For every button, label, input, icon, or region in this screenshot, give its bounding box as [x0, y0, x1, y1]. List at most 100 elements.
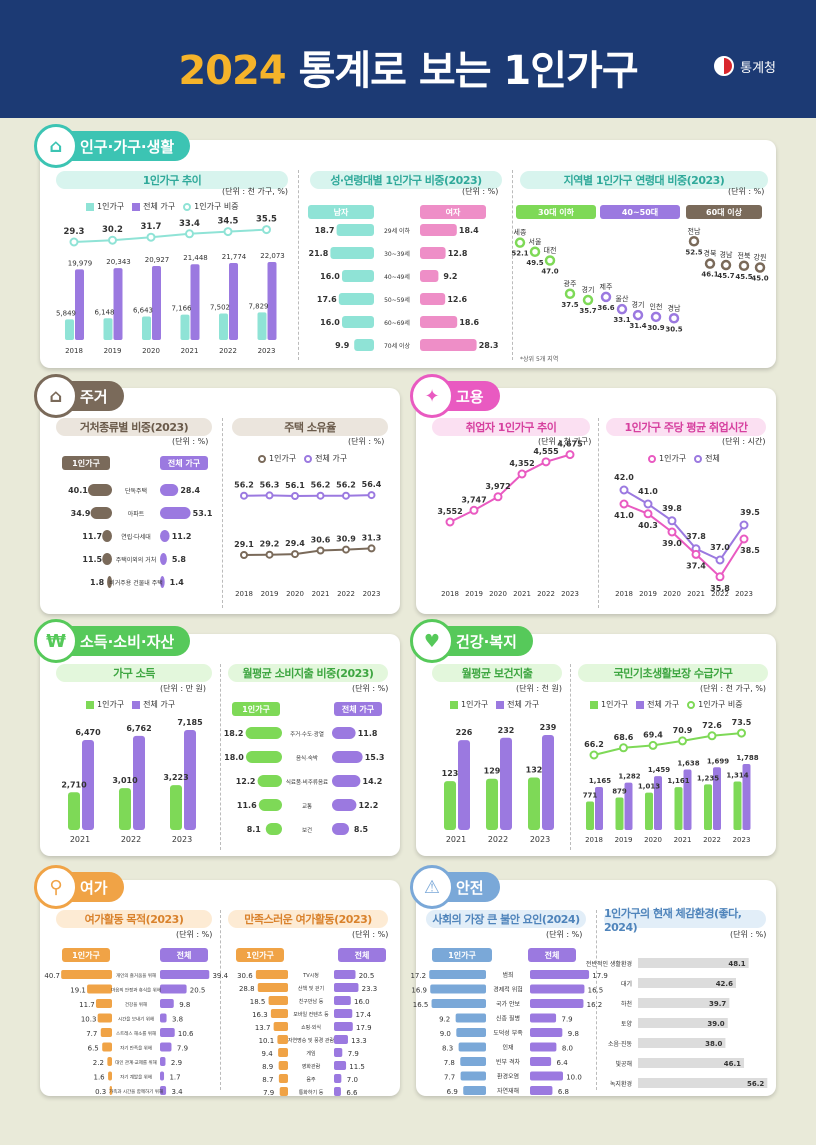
- bar-total: [530, 1086, 553, 1095]
- region-label: 경남: [668, 303, 681, 312]
- category-label: 30~39세: [384, 250, 410, 258]
- data-label: 42.6: [716, 980, 733, 988]
- data-label: 20.5: [359, 972, 375, 980]
- bar-total: [742, 764, 751, 830]
- data-label: 16.0: [320, 318, 340, 327]
- data-label: 1,788: [736, 754, 758, 762]
- bar-one-person: [615, 797, 624, 830]
- legend-c7: 1인가구 전체: [648, 453, 720, 464]
- bar-one-person: [257, 983, 288, 992]
- x-tick-label: 2018: [65, 347, 83, 355]
- data-label: 18.5: [250, 998, 266, 1006]
- data-label: 10.3: [81, 1016, 97, 1024]
- category-label: 자연명승 및 풍경 관람: [288, 1037, 335, 1044]
- data-label: 2.9: [171, 1059, 182, 1067]
- chart-title-3: 지역별 1인가구 연령대 비중(2023): [520, 171, 768, 189]
- data-label: 16.2: [587, 1001, 603, 1009]
- divider-3: [222, 418, 223, 608]
- data-label: 17.9: [592, 972, 608, 980]
- bar-male: [336, 224, 374, 236]
- bar-total: [334, 983, 359, 992]
- category-label: 보건: [302, 827, 312, 834]
- bar-total: [133, 735, 145, 830]
- section-tag-leisure: ⚲ 여가: [34, 865, 124, 909]
- bar-one-person: [257, 775, 282, 787]
- bar-one-person: [278, 1061, 288, 1070]
- data-label: 9.2: [443, 272, 457, 281]
- bar-one-person: [429, 970, 486, 979]
- x-tick-label: 2020: [663, 590, 681, 598]
- data-label: 6.5: [88, 1045, 99, 1053]
- legend-c11: 1인가구 전체 가구 1인가구 비중: [590, 699, 743, 710]
- category-label: 빛공해: [615, 1060, 632, 1068]
- ownership-point: [367, 544, 376, 553]
- bar-one-person: [245, 727, 282, 739]
- region-label: 경기: [582, 285, 595, 294]
- region-label: 인천: [650, 302, 663, 311]
- x-tick-label: 2022: [703, 836, 721, 844]
- bar-total: [160, 553, 167, 565]
- unit-c7: (단위 : 시간): [722, 437, 766, 446]
- data-label: 16.0: [320, 272, 340, 281]
- bar-one-person: [638, 958, 749, 968]
- employed-point: [469, 505, 479, 515]
- bar-one-person: [430, 984, 486, 994]
- x-tick-label: 2023: [172, 835, 192, 844]
- header: 2024 통계로 보는 1인가구 통계청: [0, 0, 816, 118]
- data-label: 41.0: [638, 487, 658, 496]
- data-label: 39.0: [662, 539, 682, 548]
- bar-total: [530, 970, 590, 979]
- data-label: 5.8: [172, 555, 187, 564]
- category-label: 스트레스 해소를 위해: [116, 1030, 156, 1037]
- x-tick-label: 2018: [235, 590, 253, 598]
- category-label: 29세 이하: [384, 227, 411, 235]
- chart-title-2: 성·연령대별 1인가구 비중(2023): [310, 171, 502, 189]
- bar-one-person: [95, 999, 112, 1008]
- data-label: 30.2: [102, 225, 123, 235]
- data-label: 7,829: [248, 302, 268, 310]
- data-label: 16.5: [588, 987, 604, 995]
- bar-one-person: [528, 777, 540, 830]
- data-label: 35.5: [256, 215, 277, 225]
- data-label: 38.5: [740, 546, 760, 555]
- data-label: 42.0: [614, 473, 634, 482]
- data-label: 129: [484, 767, 501, 776]
- ownership-point: [291, 550, 299, 559]
- section-tag-employment: ✦ 고용: [410, 374, 500, 418]
- region-label: 전남: [688, 226, 701, 235]
- category-label: 비거주용 건물내 주택: [109, 579, 163, 587]
- ratio-point: [619, 743, 628, 753]
- data-label: 17.9: [356, 1024, 372, 1032]
- ownership-point: [291, 492, 299, 500]
- data-label: 11.7: [79, 1001, 95, 1009]
- bar-total: [530, 1042, 557, 1052]
- data-label: 3,972: [485, 482, 510, 491]
- unit-c2: (단위 : %): [462, 187, 499, 196]
- data-label: 39.0: [707, 1020, 724, 1028]
- unit-c14: (단위 : %): [546, 930, 583, 939]
- data-label: 70.9: [673, 726, 693, 735]
- data-label: 37.4: [686, 561, 706, 570]
- data-label: 68.6: [614, 733, 634, 742]
- bar-total: [334, 1022, 353, 1031]
- x-tick-label: 2021: [70, 835, 90, 844]
- employed-point: [493, 492, 503, 502]
- bar-one-person: [90, 507, 112, 519]
- data-label: 56.2: [747, 1080, 764, 1088]
- hdr-lp-one: 1인가구: [62, 948, 110, 962]
- hdr-lp-total: 전체: [160, 948, 208, 962]
- bar-one-person: [180, 314, 190, 340]
- bar-total: [190, 264, 200, 340]
- ownership-point: [265, 550, 274, 559]
- ratio-point: [185, 229, 194, 239]
- bar-one-person: [638, 978, 736, 988]
- data-label: 56.2: [234, 481, 254, 490]
- category-label: 마음의 안정과 휴식을 위해: [111, 987, 161, 994]
- hdr-cons-one: 1인가구: [232, 702, 280, 716]
- bar-one-person: [278, 1074, 288, 1083]
- data-label: 40.3: [638, 521, 658, 530]
- category-label: 국가 안보: [496, 1000, 520, 1008]
- bar-one-person: [255, 970, 288, 979]
- category-label: TV시청: [302, 973, 319, 979]
